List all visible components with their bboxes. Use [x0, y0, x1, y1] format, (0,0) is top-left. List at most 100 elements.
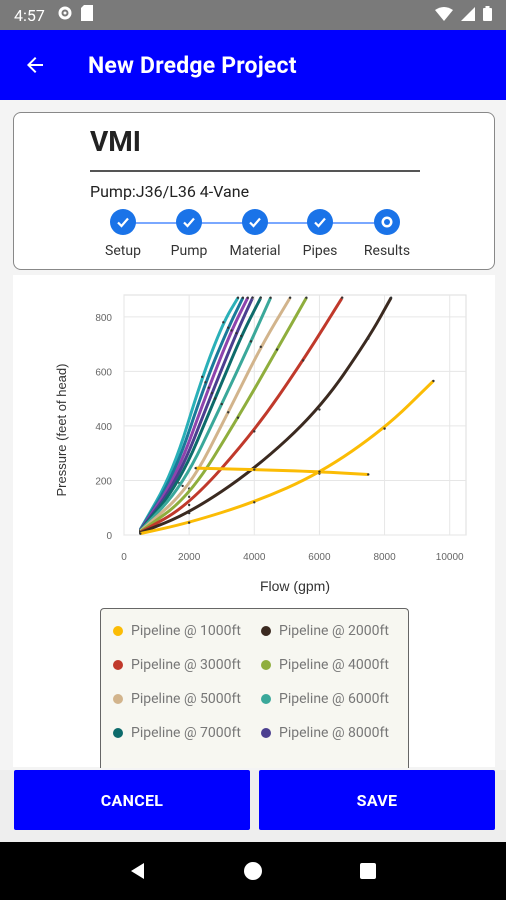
legend-item[interactable]: Pipeline @ 4000ft: [261, 655, 389, 675]
app-bar: New Dredge Project: [0, 30, 506, 100]
data-point: [236, 416, 240, 419]
data-point: [139, 532, 142, 535]
data-point: [301, 359, 305, 362]
series-line: [139, 297, 272, 532]
save-button[interactable]: SAVE: [259, 770, 495, 830]
data-point: [253, 430, 256, 433]
legend-label: Pipeline @ 5000ft: [131, 691, 241, 707]
data-point: [367, 337, 370, 340]
data-point: [187, 503, 191, 507]
check-icon: [307, 209, 333, 235]
data-point: [305, 296, 308, 299]
step-pump[interactable]: Pump: [149, 209, 229, 259]
data-point: [288, 296, 292, 299]
data-point: [227, 326, 230, 329]
nav-recents-button[interactable]: [348, 851, 388, 891]
series-line: [139, 296, 292, 533]
pump-curve-point: [253, 468, 256, 471]
nav-home-button[interactable]: [233, 851, 273, 891]
data-point: [432, 379, 435, 383]
project-summary-card: VMI Pump:J36/L36 4-Vane Setup Pump: [13, 112, 495, 270]
pump-curve-point: [318, 470, 321, 473]
action-bar: CANCEL SAVE: [0, 770, 506, 842]
sd-card-icon: [80, 5, 93, 25]
data-point: [251, 296, 254, 299]
legend-label: Pipeline @ 8000ft: [279, 725, 389, 741]
data-point: [318, 408, 321, 411]
step-pipes[interactable]: Pipes: [280, 209, 360, 259]
legend-dot: [261, 660, 271, 670]
step-label: Pump: [170, 243, 208, 259]
pump-curve-point: [367, 473, 370, 476]
x-tick-label: 6000: [308, 552, 331, 563]
nav-back-button[interactable]: [118, 851, 158, 891]
x-tick-label: 8000: [373, 552, 396, 563]
step-label: Setup: [105, 243, 141, 259]
battery-icon: [483, 5, 492, 25]
legend-item[interactable]: Pipeline @ 8000ft: [261, 723, 389, 743]
data-point: [259, 345, 262, 349]
step-label: Results: [363, 243, 411, 259]
step-setup[interactable]: Setup: [83, 209, 163, 259]
project-name: VMI: [90, 125, 141, 158]
data-point: [341, 296, 344, 299]
legend-item[interactable]: Pipeline @ 7000ft: [113, 723, 241, 743]
back-button[interactable]: [0, 30, 70, 100]
arrow-back-icon: [27, 57, 43, 73]
legend-dot: [113, 728, 123, 738]
data-point: [181, 484, 184, 488]
series-line: [139, 296, 308, 533]
check-icon: [110, 209, 136, 235]
legend-label: Pipeline @ 1000ft: [131, 623, 241, 639]
step-material[interactable]: Material: [215, 209, 295, 259]
pressure-flow-chart: 0 2000 4000 6000 8000 10000 0 200 400 600 800 Flow…: [54, 294, 467, 594]
legend-dot: [261, 694, 271, 704]
y-tick-label: 200: [95, 476, 112, 487]
legend-dot: [261, 626, 271, 636]
step-label: Pipes: [302, 243, 338, 259]
legend-dot: [261, 728, 271, 738]
series-line: [139, 296, 393, 535]
check-icon: [176, 209, 202, 235]
step-results[interactable]: Results: [347, 209, 427, 259]
data-point: [235, 331, 238, 335]
data-point: [187, 521, 191, 524]
pump-curve-line: [195, 466, 369, 476]
legend-item[interactable]: Pipeline @ 3000ft: [113, 655, 241, 675]
legend-item[interactable]: Pipeline @ 5000ft: [113, 689, 241, 709]
data-point: [187, 495, 191, 499]
radio-current-icon: [374, 209, 400, 235]
square-recents-icon: [360, 863, 377, 879]
data-point: [259, 296, 262, 299]
cancel-button[interactable]: CANCEL: [14, 770, 250, 830]
x-tick-label: 2000: [178, 552, 201, 563]
pump-label: Pump:J36/L36 4-Vane: [90, 182, 250, 201]
x-tick-label: 10000: [436, 552, 464, 563]
legend-label: Pipeline @ 2000ft: [279, 623, 389, 639]
legend-label: Pipeline @ 3000ft: [131, 657, 241, 673]
legend-item[interactable]: Pipeline @ 6000ft: [261, 689, 389, 709]
data-point: [187, 511, 191, 515]
series-line: [139, 379, 435, 535]
series-line: [139, 297, 263, 532]
data-point: [269, 296, 272, 299]
pump-curve-point: [194, 466, 197, 470]
wifi-icon: [435, 6, 453, 25]
chart-legend: Pipeline @ 1000ft Pipeline @ 2000ft Pipe…: [100, 608, 409, 768]
data-point: [200, 375, 204, 379]
chart-panel: 0 2000 4000 6000 8000 10000 0 200 400 600 800 Flow…: [13, 275, 495, 768]
y-axis-label: Pressure (feet of head): [54, 364, 69, 497]
data-point: [240, 334, 243, 338]
progress-stepper: Setup Pump Material Pipes: [14, 209, 496, 269]
data-point: [227, 411, 230, 414]
settings-gear-icon: [57, 5, 73, 25]
legend-item[interactable]: Pipeline @ 2000ft: [261, 621, 389, 641]
step-label: Material: [229, 243, 281, 259]
legend-item[interactable]: Pipeline @ 1000ft: [113, 621, 241, 641]
x-axis-label: Flow (gpm): [260, 578, 330, 594]
y-tick-label: 0: [106, 531, 112, 542]
data-point: [383, 427, 386, 430]
legend-label: Pipeline @ 6000ft: [279, 691, 389, 707]
y-tick-label: 400: [95, 422, 112, 433]
legend-label: Pipeline @ 7000ft: [131, 725, 241, 741]
